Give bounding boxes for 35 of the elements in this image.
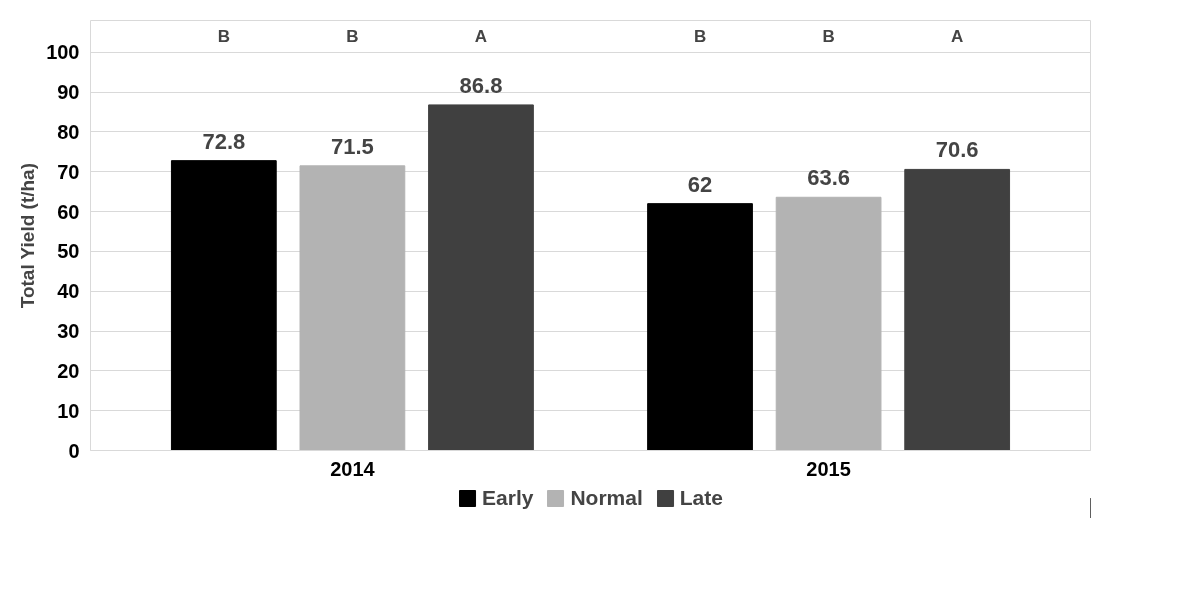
annotation: B — [822, 26, 835, 46]
data-label: 62 — [687, 171, 713, 197]
y-tick-label: 40 — [57, 280, 80, 303]
annotation: A — [951, 26, 964, 46]
data-label: 86.8 — [459, 72, 503, 98]
annotation: B — [693, 26, 707, 46]
y-tick-label: 80 — [57, 120, 80, 143]
y-tick-label: 90 — [57, 81, 80, 104]
y-tick-label: 20 — [57, 359, 80, 382]
data-label: 71.5 — [331, 133, 374, 159]
x-tick-label: 2015 — [806, 457, 851, 480]
legend-label: Early — [482, 486, 534, 510]
bar — [904, 168, 1011, 451]
data-label: 72.8 — [202, 128, 246, 154]
y-tick-label: 10 — [57, 399, 80, 422]
annotation: B — [346, 26, 359, 46]
y-axis-title: Total Yield (t/ha) — [17, 163, 39, 309]
bar — [775, 196, 882, 451]
bar — [170, 160, 277, 451]
data-label: 63.6 — [807, 165, 851, 191]
data-label: 70.6 — [935, 137, 979, 163]
bar — [428, 104, 534, 451]
legend-label: Late — [679, 486, 723, 510]
y-tick-label: 100 — [46, 41, 80, 64]
y-tick-label: 70 — [57, 160, 80, 183]
bar — [647, 203, 753, 451]
annotation: B — [217, 26, 230, 46]
y-tick-label: 0 — [68, 439, 80, 462]
x-tick-label: 2014 — [330, 457, 376, 480]
y-tick-label: 60 — [57, 200, 80, 223]
y-tick-label: 50 — [57, 240, 80, 263]
annotation: A — [474, 26, 488, 46]
bar — [299, 165, 406, 451]
legend-label: Normal — [570, 486, 643, 510]
y-tick-label: 30 — [57, 320, 80, 343]
